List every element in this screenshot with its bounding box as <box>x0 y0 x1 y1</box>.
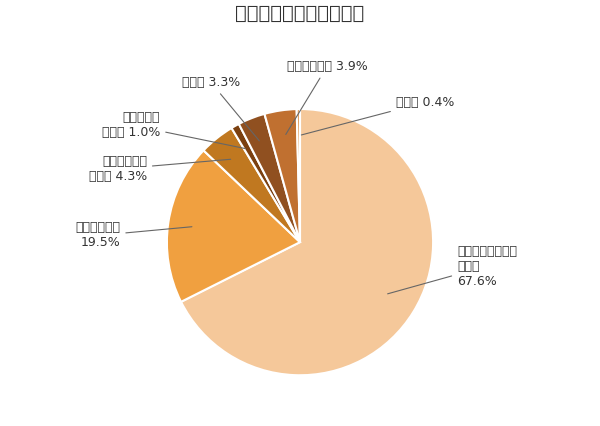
Title: 認知症の原因となる病気: 認知症の原因となる病気 <box>235 4 365 23</box>
Text: アルツハイマー型
認知症
67.6%: アルツハイマー型 認知症 67.6% <box>388 245 517 294</box>
Wedge shape <box>296 109 300 242</box>
Text: 前頭側頭型
認知症 1.0%: 前頭側頭型 認知症 1.0% <box>102 111 245 149</box>
Text: 混合型 3.3%: 混合型 3.3% <box>182 76 259 141</box>
Wedge shape <box>181 109 433 375</box>
Wedge shape <box>167 150 300 302</box>
Text: その他 0.4%: その他 0.4% <box>301 96 454 135</box>
Wedge shape <box>265 109 300 242</box>
Text: 血管性認知症
19.5%: 血管性認知症 19.5% <box>76 222 192 250</box>
Text: レビー小体型
認知症 4.3%: レビー小体型 認知症 4.3% <box>89 155 230 183</box>
Wedge shape <box>203 128 300 242</box>
Wedge shape <box>232 124 300 242</box>
Text: アルコール性 3.9%: アルコール性 3.9% <box>286 60 367 135</box>
Wedge shape <box>239 114 300 242</box>
